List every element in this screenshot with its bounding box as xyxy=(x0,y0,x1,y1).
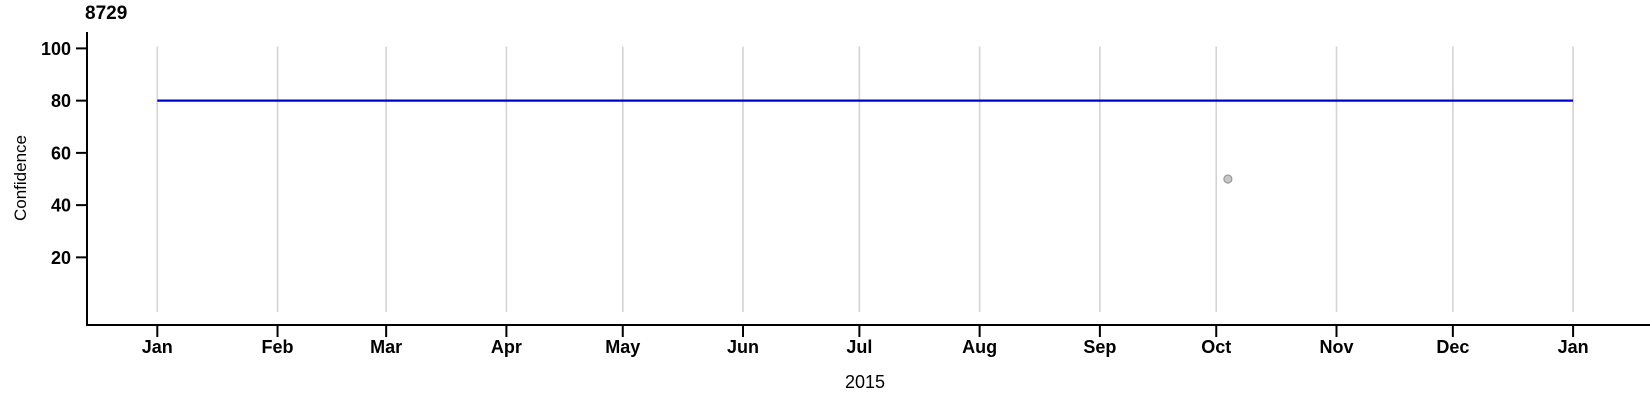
x-tick-label: Oct xyxy=(1201,337,1231,357)
chart-title: 8729 xyxy=(85,3,128,24)
x-tick-label: Feb xyxy=(262,337,294,357)
x-tick-label: Jun xyxy=(727,337,759,357)
x-tick-label: Sep xyxy=(1083,337,1116,357)
x-tick-label: Jan xyxy=(142,337,173,357)
y-tick-label: 100 xyxy=(41,39,71,59)
data-point xyxy=(1223,174,1233,184)
y-tick-label: 40 xyxy=(51,196,71,216)
x-tick-label: Jan xyxy=(1558,337,1589,357)
y-tick-label: 60 xyxy=(51,143,71,163)
x-tick-label: Mar xyxy=(370,337,402,357)
y-axis-label: Confidence xyxy=(11,134,30,222)
x-axis-label: 2015 xyxy=(844,372,886,392)
x-tick-label: Apr xyxy=(491,337,522,357)
x-tick-label: May xyxy=(605,337,640,357)
y-tick-label: 20 xyxy=(51,248,71,268)
y-tick-label: 80 xyxy=(51,91,71,111)
x-tick-label: Jul xyxy=(846,337,872,357)
x-tick-label: Nov xyxy=(1319,337,1353,357)
x-tick-label: Aug xyxy=(962,337,997,357)
x-tick-label: Dec xyxy=(1436,337,1469,357)
